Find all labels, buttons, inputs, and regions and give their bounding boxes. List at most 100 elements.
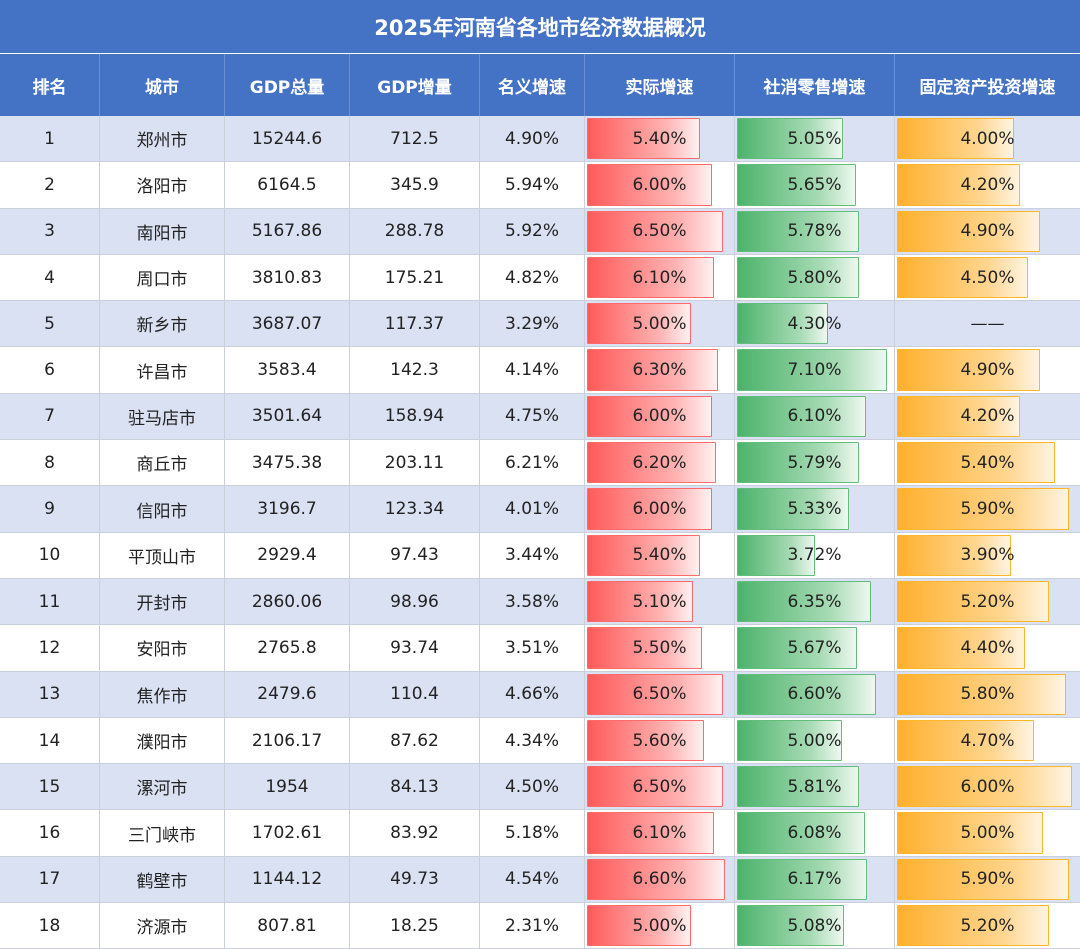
real-growth-bar: [587, 673, 723, 715]
retail-growth-value: 5.81%: [787, 776, 842, 797]
investment-growth-cell: 4.00%: [895, 116, 1080, 161]
investment-growth-cell: 5.90%: [895, 857, 1080, 902]
city-cell: 洛阳市: [100, 162, 225, 208]
gdp-increase-cell: 175.21: [350, 254, 480, 301]
real-growth-bar: [587, 488, 713, 530]
investment-growth-bar: [897, 256, 1029, 299]
rank-cell: 8: [0, 440, 100, 486]
investment-growth-value: 4.90%: [960, 221, 1015, 242]
header-gdp-increase: GDP增量: [350, 54, 480, 116]
rank-cell: 3: [0, 208, 100, 254]
retail-growth-cell: 7.10%: [735, 347, 895, 393]
retail-growth-value: 5.78%: [787, 221, 842, 242]
header-nominal-growth: 名义增速: [480, 54, 585, 116]
gdp-increase-cell: 49.73: [350, 856, 480, 903]
table-row: 1 郑州市 15244.6 712.5 4.90% 5.40% 5.05% 4.00%: [0, 116, 1080, 163]
gdp-total-cell: 1954: [225, 764, 350, 810]
real-growth-value: 6.20%: [632, 452, 687, 473]
nominal-growth-cell: 2.31%: [480, 903, 585, 949]
gdp-increase-cell: 93.74: [350, 625, 480, 671]
investment-growth-cell: 6.00%: [895, 764, 1080, 809]
city-cell: 开封市: [100, 578, 225, 625]
real-growth-value: 6.00%: [632, 174, 687, 195]
real-growth-bar: [587, 349, 719, 391]
gdp-increase-cell: 18.25: [350, 903, 480, 949]
city-cell: 平顶山市: [100, 532, 225, 578]
real-growth-cell: 5.50%: [585, 625, 735, 671]
retail-growth-cell: 5.81%: [735, 764, 895, 810]
real-growth-cell: 6.20%: [585, 440, 735, 486]
table-row: 16 三门峡市 1702.61 83.92 5.18% 6.10% 6.08% 5.00%: [0, 810, 1080, 857]
nominal-growth-cell: 5.92%: [480, 208, 585, 254]
retail-growth-bar: [737, 766, 860, 808]
investment-growth-cell: 5.00%: [895, 810, 1080, 855]
investment-growth-cell: 4.90%: [895, 347, 1080, 392]
investment-growth-cell: 5.80%: [895, 672, 1080, 717]
real-growth-value: 6.50%: [632, 684, 687, 705]
nominal-growth-cell: 4.50%: [480, 764, 585, 810]
nominal-growth-cell: 4.34%: [480, 717, 585, 764]
rank-cell: 12: [0, 625, 100, 671]
real-growth-value: 6.50%: [632, 221, 687, 242]
retail-growth-value: 4.30%: [787, 313, 842, 334]
rank-cell: 16: [0, 810, 100, 856]
gdp-increase-cell: 98.96: [350, 578, 480, 625]
nominal-growth-cell: 4.82%: [480, 254, 585, 301]
nominal-growth-cell: 3.44%: [480, 532, 585, 578]
table-row: 14 濮阳市 2106.17 87.62 4.34% 5.60% 5.00% 4.70%: [0, 717, 1080, 765]
real-growth-cell: 6.10%: [585, 810, 735, 856]
retail-growth-value: 7.10%: [787, 360, 842, 381]
investment-growth-cell: 4.70%: [895, 718, 1080, 763]
rank-cell: 6: [0, 347, 100, 393]
gdp-increase-cell: 87.62: [350, 717, 480, 764]
real-growth-bar: [587, 719, 704, 762]
city-cell: 濮阳市: [100, 717, 225, 764]
city-cell: 济源市: [100, 903, 225, 949]
investment-growth-bar: [897, 395, 1020, 438]
table-row: 6 许昌市 3583.4 142.3 4.14% 6.30% 7.10% 4.90%: [0, 347, 1080, 394]
nominal-growth-cell: 3.51%: [480, 625, 585, 671]
investment-growth-value: 5.20%: [960, 591, 1015, 612]
real-growth-value: 5.00%: [632, 313, 687, 334]
retail-growth-bar: [737, 580, 871, 623]
investment-growth-value: 4.00%: [960, 128, 1015, 149]
real-growth-value: 6.00%: [632, 406, 687, 427]
real-growth-value: 6.60%: [632, 869, 687, 890]
table-row: 9 信阳市 3196.7 123.34 4.01% 6.00% 5.33% 5.90%: [0, 486, 1080, 533]
rank-cell: 7: [0, 393, 100, 440]
retail-growth-cell: 5.65%: [735, 162, 895, 208]
nominal-growth-cell: 4.75%: [480, 393, 585, 440]
investment-growth-bar: [897, 673, 1067, 715]
retail-growth-value: 6.60%: [787, 684, 842, 705]
retail-growth-bar: [737, 905, 845, 947]
retail-growth-bar: [737, 627, 857, 669]
city-cell: 郑州市: [100, 116, 225, 162]
nominal-growth-cell: 3.58%: [480, 578, 585, 625]
gdp-total-cell: 2860.06: [225, 578, 350, 625]
investment-growth-cell: 4.20%: [895, 394, 1080, 439]
retail-growth-cell: 5.78%: [735, 208, 895, 254]
city-cell: 商丘市: [100, 440, 225, 486]
real-growth-cell: 6.10%: [585, 254, 735, 301]
real-growth-cell: 5.40%: [585, 116, 735, 162]
retail-growth-bar: [737, 534, 816, 576]
gdp-total-cell: 2479.6: [225, 671, 350, 717]
rank-cell: 18: [0, 903, 100, 949]
investment-growth-bar: [897, 349, 1041, 391]
table-row: 3 南阳市 5167.86 288.78 5.92% 6.50% 5.78% 4.90%: [0, 208, 1080, 255]
real-growth-value: 5.60%: [632, 730, 687, 751]
real-growth-bar: [587, 210, 723, 252]
gdp-total-cell: 3501.64: [225, 393, 350, 440]
investment-growth-cell: 4.20%: [895, 162, 1080, 207]
retail-growth-value: 5.67%: [787, 637, 842, 658]
header-rank: 排名: [0, 54, 100, 116]
investment-growth-value: 5.90%: [960, 869, 1015, 890]
real-growth-cell: 5.00%: [585, 301, 735, 347]
real-growth-cell: 6.30%: [585, 347, 735, 393]
real-growth-cell: 6.50%: [585, 671, 735, 717]
header-gdp-total: GDP总量: [225, 54, 350, 116]
retail-growth-bar: [737, 395, 866, 438]
city-cell: 新乡市: [100, 301, 225, 347]
retail-growth-value: 5.79%: [787, 452, 842, 473]
real-growth-bar: [587, 164, 713, 206]
